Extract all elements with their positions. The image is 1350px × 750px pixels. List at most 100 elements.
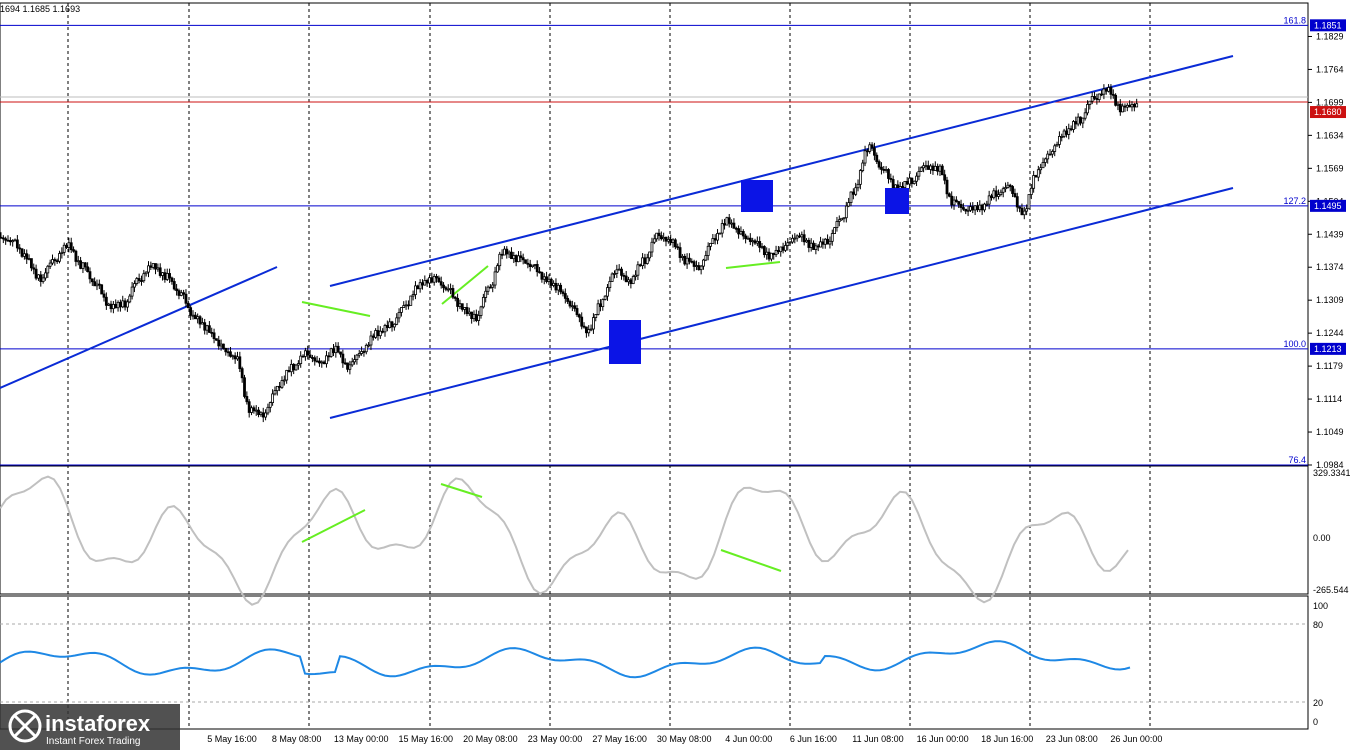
rsi-tick-20: 20	[1313, 698, 1323, 708]
candle-body	[1029, 187, 1033, 195]
candle-body	[1004, 187, 1007, 190]
candle-body	[835, 221, 839, 228]
candle-body	[847, 202, 851, 207]
candle-body	[880, 166, 883, 170]
ohlc-readout: 1694 1.1685 1.1693	[0, 4, 80, 14]
candle-body	[1062, 130, 1066, 137]
candle-body	[779, 246, 783, 253]
candle-body	[93, 281, 97, 287]
fibonacci-levels: 161.8 127.2 100.0 76.4	[0, 15, 1308, 466]
candle-body	[327, 355, 331, 358]
candle-body	[451, 288, 455, 298]
candle-body	[261, 412, 265, 418]
candle-body	[606, 287, 609, 297]
candle-body	[1130, 103, 1134, 108]
candle-body	[1041, 162, 1045, 169]
candle-body	[109, 303, 113, 310]
candle-body	[739, 231, 743, 235]
candle-body	[27, 258, 31, 260]
price-tick: 1.1309	[1316, 295, 1344, 305]
candle-body	[1055, 144, 1059, 147]
candle-body	[645, 257, 649, 264]
candle-body	[559, 284, 563, 293]
candle-body	[318, 360, 321, 364]
price-tick: 1.0984	[1316, 460, 1344, 470]
candle-body	[392, 323, 396, 328]
time-label: 13 May 00:00	[334, 734, 389, 744]
candle-body	[126, 301, 129, 308]
candle-body	[60, 251, 64, 254]
candle-body	[690, 260, 694, 263]
price-tick: 1.1634	[1316, 130, 1344, 140]
signal-marker	[609, 320, 641, 364]
candle-body	[130, 286, 134, 297]
candle-body	[224, 347, 228, 353]
candle-body	[676, 246, 680, 249]
candle-body	[575, 308, 579, 316]
candle-body	[798, 235, 801, 238]
candle-body	[966, 209, 970, 212]
candle-body	[957, 201, 961, 205]
candle-body	[360, 351, 363, 354]
candle-body	[72, 249, 75, 252]
time-label: 30 May 08:00	[657, 734, 712, 744]
candle-body	[182, 292, 186, 295]
candle-body	[428, 277, 431, 284]
time-axis: 5 May 16:00 8 May 08:00 13 May 00:00 15 May…	[207, 734, 1162, 744]
price-tick: 1.1764	[1316, 64, 1344, 74]
candle-body	[908, 177, 911, 185]
divergence-line	[725, 261, 781, 269]
candle-body	[367, 344, 371, 347]
candle-body	[444, 287, 448, 290]
candle-body	[570, 305, 574, 308]
cci-line	[0, 475, 1129, 606]
candle-body	[524, 259, 527, 264]
candle-body	[254, 409, 258, 412]
candle-body	[210, 331, 214, 334]
candle-body	[1067, 128, 1071, 135]
candle-body	[673, 239, 677, 248]
candle-body	[48, 262, 52, 267]
candle-body	[1097, 93, 1101, 100]
candle-body	[1015, 196, 1019, 208]
candle-body	[474, 313, 478, 321]
candle-body	[931, 165, 935, 171]
candle-body	[535, 263, 539, 273]
candle-body	[198, 316, 202, 325]
price-tick: 1.1569	[1316, 163, 1344, 173]
candle-body	[542, 276, 546, 280]
candle-body	[231, 355, 235, 358]
candle-body	[990, 195, 993, 199]
candle-body	[81, 262, 85, 269]
candle-body	[55, 260, 59, 263]
candle-body	[519, 255, 523, 259]
candle-body	[369, 335, 373, 346]
candle-body	[580, 316, 584, 327]
candle-body	[725, 217, 729, 226]
candle-body	[863, 150, 867, 164]
cci-zero-label: 0.00	[1313, 533, 1331, 543]
candle-body	[161, 272, 164, 276]
candle-body	[414, 285, 417, 295]
candle-body	[268, 402, 272, 408]
price-level-labels: 1.1851 1.1680 1.1495 1.1213	[1310, 19, 1346, 355]
candle-body	[200, 322, 204, 325]
candle-body	[716, 233, 719, 241]
candle-body	[1116, 103, 1120, 106]
candle-body	[830, 233, 834, 242]
candle-body	[807, 239, 811, 248]
candle-body	[123, 300, 127, 308]
candle-body	[100, 284, 104, 295]
candle-body	[924, 165, 928, 168]
candle-body	[664, 236, 668, 242]
candle-body	[662, 236, 666, 240]
candle-body	[193, 314, 197, 320]
candle-body	[243, 377, 246, 397]
candle-body	[320, 361, 324, 364]
candle-body	[1050, 151, 1054, 155]
candle-body	[442, 284, 445, 289]
candle-body	[659, 235, 663, 240]
candle-body	[460, 303, 464, 310]
candle-body	[978, 204, 982, 211]
candle-body	[207, 325, 211, 333]
